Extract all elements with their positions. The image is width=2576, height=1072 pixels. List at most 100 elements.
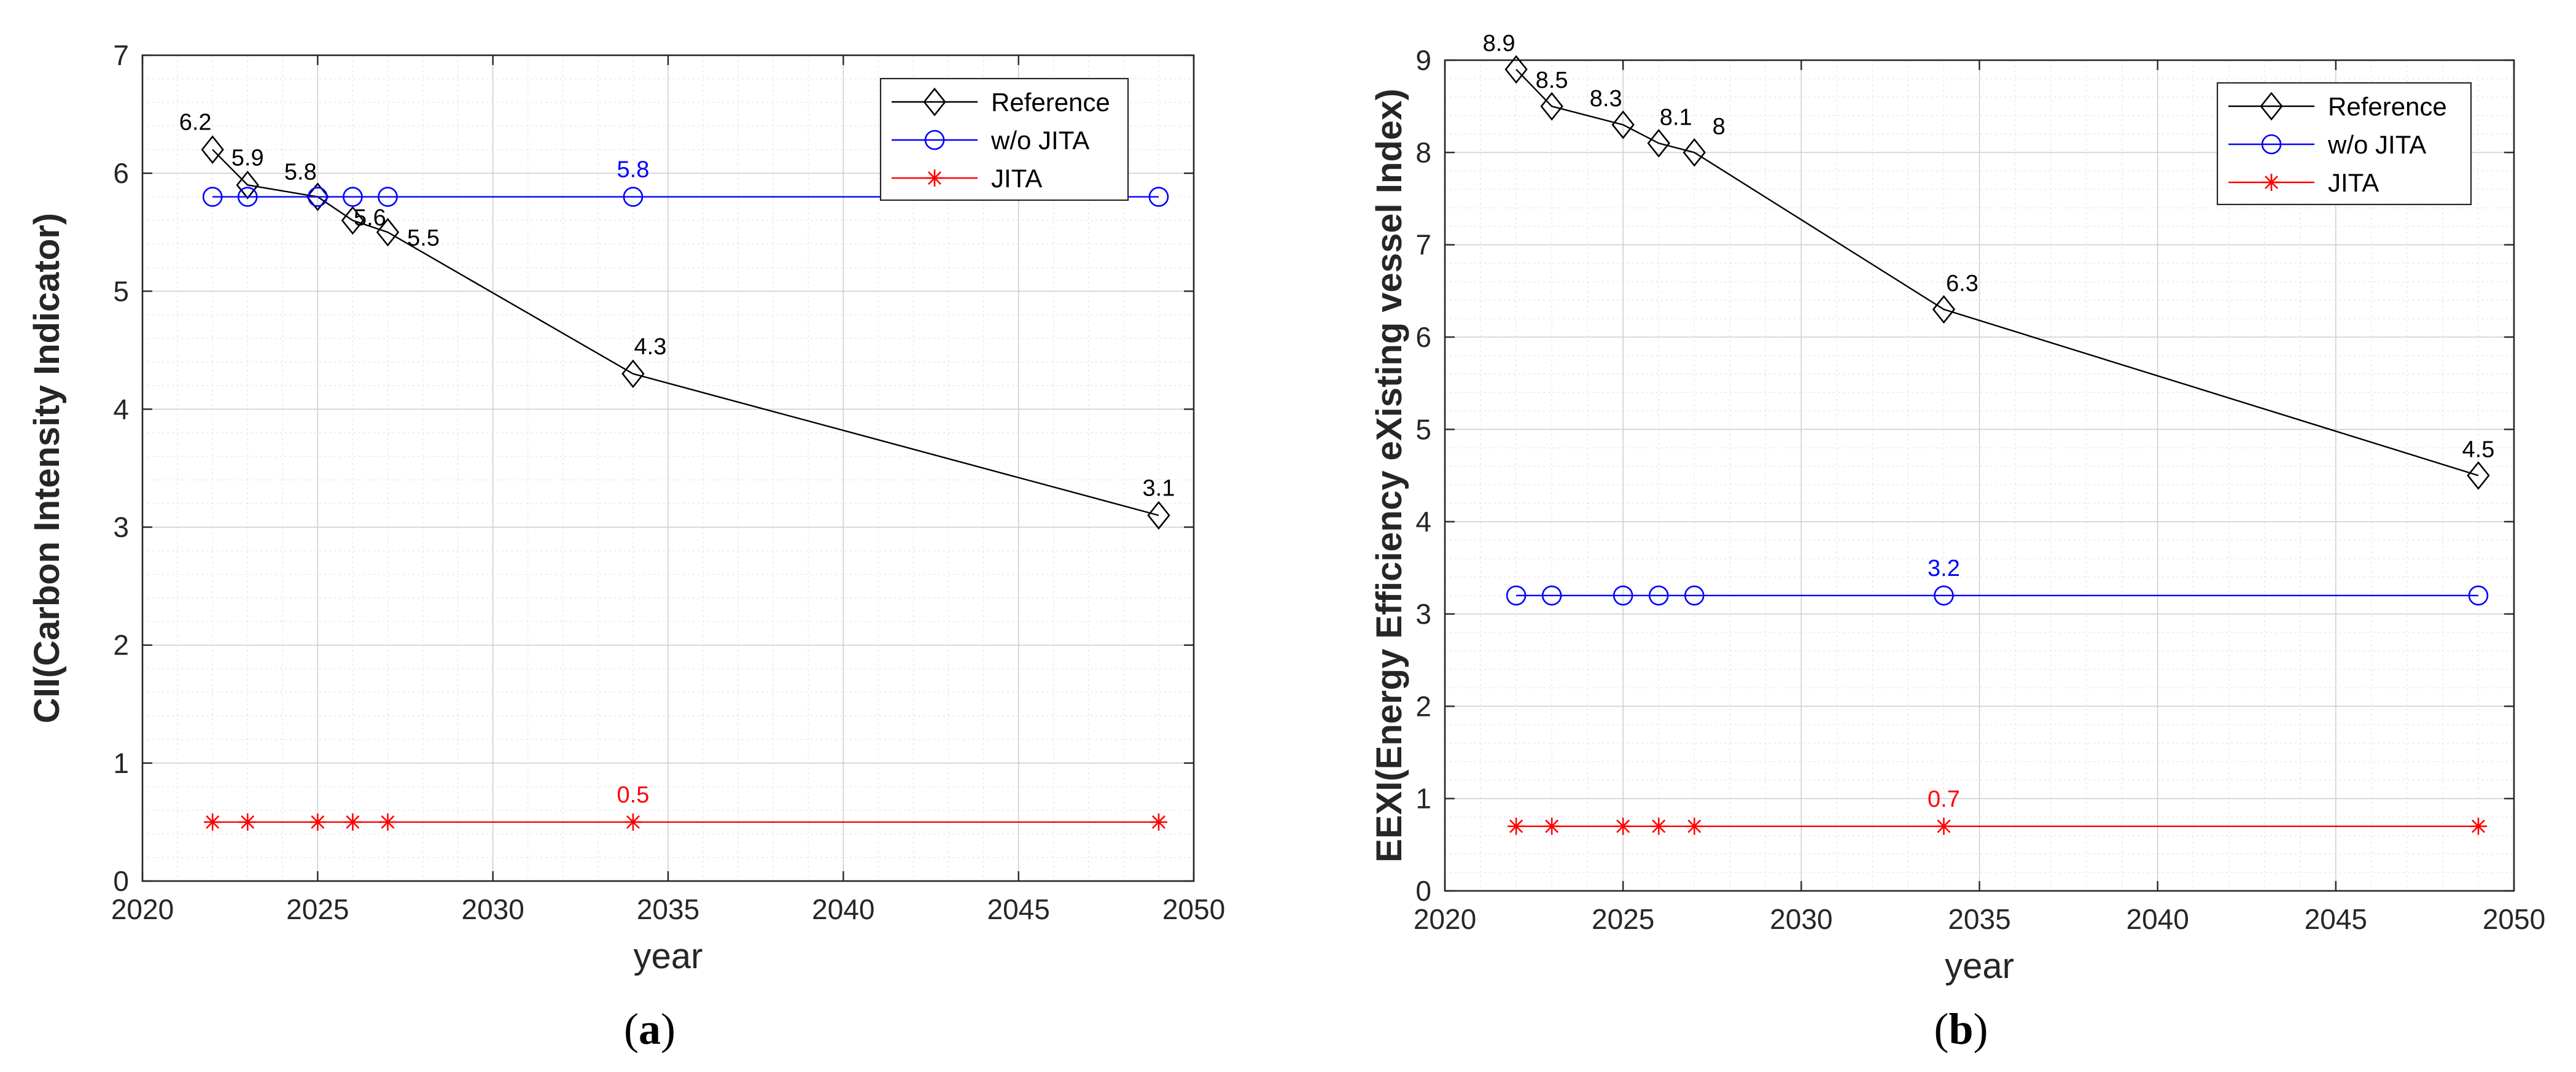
- series-line: [212, 149, 1159, 516]
- legend: Reference w/o JITA JITA: [2216, 82, 2472, 206]
- diamond-marker: [236, 171, 259, 200]
- circle-marker: [1648, 585, 1669, 606]
- chart-panel-b: 2020 2025 2030 2035 2040 2045 2050 0 1 2 3 4 5 6 7 8 9 ye…: [1369, 31, 2545, 986]
- chart-panel-a: 2020 2025 2030 2035 2040 2045 2050 0 1 2 3 4 5 6 7 year…: [27, 39, 1225, 976]
- circle-marker: [2468, 585, 2489, 606]
- legend: Reference w/o JITA JITA: [879, 77, 1129, 201]
- data-label: 8.5: [1536, 68, 1568, 93]
- x-tick-label: 2030: [1770, 903, 1832, 935]
- star-marker: [1150, 813, 1167, 831]
- legend-item: Reference: [892, 87, 1110, 117]
- diamond-marker: [306, 182, 329, 211]
- star-marker: [379, 813, 397, 831]
- star-marker: [204, 813, 222, 831]
- legend-star-marker: [2263, 174, 2280, 191]
- star-marker: [624, 813, 642, 831]
- diamond-marker: [341, 206, 365, 235]
- x-axis-label: year: [1945, 946, 2014, 986]
- star-marker-stroke-3: [346, 815, 360, 829]
- y-tick-label: 2: [113, 629, 129, 661]
- star-marker-stroke-3: [626, 815, 640, 829]
- y-tick-label: 8: [1415, 136, 1431, 168]
- caption-letter: b: [1948, 1004, 1973, 1054]
- y-tick-label: 5: [1415, 413, 1431, 445]
- star-marker: [309, 813, 327, 831]
- legend-star-marker-stroke-3: [928, 171, 941, 185]
- star-marker: [1650, 817, 1668, 835]
- legend-item: JITA: [2228, 168, 2379, 197]
- star-marker: [239, 813, 257, 831]
- x-tick-label: 2045: [987, 893, 1049, 925]
- y-tick-label: 0: [113, 865, 129, 897]
- series-w-o-jita: 5.8: [202, 157, 1169, 207]
- data-label: 5.8: [617, 157, 650, 183]
- circle-marker: [343, 187, 363, 207]
- legend-label: w/o JITA: [990, 126, 1089, 155]
- y-tick-label: 7: [113, 39, 129, 71]
- series-jita: 0.7: [1508, 787, 2487, 835]
- diamond-marker: [621, 359, 645, 389]
- legend-star-marker: [926, 169, 943, 187]
- star-marker: [1543, 817, 1561, 835]
- star-marker-stroke-3: [1687, 819, 1702, 833]
- star-marker-stroke-3: [1937, 819, 1951, 833]
- x-tick-label: 2035: [1948, 903, 2010, 935]
- legend-item: JITA: [892, 164, 1042, 193]
- x-tick-label: 2025: [1592, 903, 1654, 935]
- star-marker-stroke-3: [1545, 819, 1559, 833]
- diamond-marker: [201, 135, 224, 165]
- star-marker-stroke-3: [311, 815, 325, 829]
- legend-item: Reference: [2228, 91, 2447, 121]
- circle-marker: [378, 187, 398, 207]
- y-tick-label: 7: [1415, 229, 1431, 261]
- x-tick-label: 2040: [2126, 903, 2189, 935]
- y-tick-label: 9: [1415, 44, 1431, 76]
- legend-label: Reference: [991, 88, 1110, 117]
- star-marker: [344, 813, 362, 831]
- diamond-marker: [1611, 110, 1635, 139]
- legend-label: JITA: [2328, 168, 2379, 197]
- legend-star-marker-stroke-3: [2265, 176, 2278, 189]
- data-label: 4.3: [634, 334, 667, 360]
- circle-marker: [237, 187, 258, 207]
- legend-label: w/o JITA: [2327, 130, 2426, 159]
- x-tick-label: 2025: [286, 893, 349, 925]
- series-line: [1516, 69, 2479, 476]
- y-tick-label: 6: [1415, 321, 1431, 353]
- data-label: 5.5: [407, 225, 440, 251]
- y-tick-label: 0: [1415, 875, 1431, 907]
- y-tick-label: 2: [1415, 690, 1431, 722]
- y-tick-label: 5: [113, 275, 129, 307]
- circle-marker: [1934, 585, 1954, 606]
- caption-close-paren: ): [1974, 1004, 1988, 1054]
- legend-item: w/o JITA: [892, 126, 1089, 155]
- diamond-marker: [1540, 91, 1563, 121]
- x-tick-label: 2035: [637, 893, 699, 925]
- x-tick-label: 2050: [1162, 893, 1225, 925]
- legend-label: JITA: [991, 164, 1042, 193]
- panel-caption: (b): [1934, 1004, 1988, 1054]
- data-label: 0.5: [617, 782, 650, 808]
- circle-marker: [623, 187, 644, 207]
- data-label: 8.1: [1660, 104, 1692, 130]
- legend-diamond-marker: [2260, 91, 2283, 121]
- y-tick-label: 4: [113, 393, 129, 425]
- legend-label: Reference: [2328, 92, 2447, 121]
- star-marker-stroke-3: [381, 815, 395, 829]
- diamond-marker: [1147, 501, 1170, 530]
- circle-marker: [1506, 585, 1527, 606]
- star-marker-stroke-3: [1616, 819, 1630, 833]
- caption-open-paren: (: [1934, 1004, 1948, 1054]
- x-tick-label: 2030: [461, 893, 524, 925]
- series-reference: 8.9 8.5 8.3 8.1 8 6.3 4.5: [1483, 31, 2494, 490]
- star-marker: [1614, 817, 1632, 835]
- y-tick-label: 6: [113, 157, 129, 189]
- star-marker-stroke-3: [1509, 819, 1523, 833]
- x-tick-label: 2045: [2305, 903, 2367, 935]
- data-label: 0.7: [1928, 787, 1960, 812]
- diamond-marker: [2467, 461, 2490, 490]
- series-reference: 6.2 5.9 5.8 5.6 5.5 4.3 3.1: [179, 110, 1175, 530]
- series-jita: 0.5: [204, 782, 1167, 831]
- diamond-marker: [1683, 138, 1706, 167]
